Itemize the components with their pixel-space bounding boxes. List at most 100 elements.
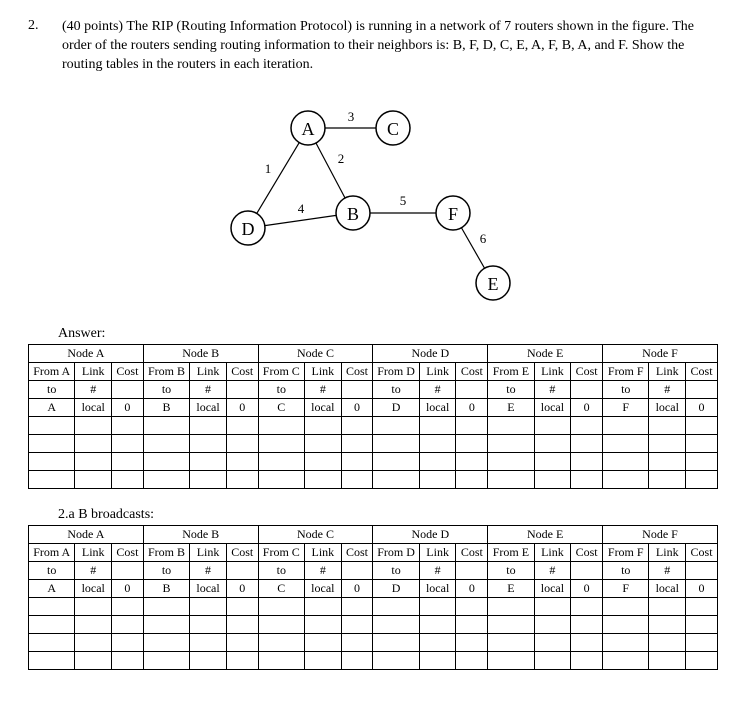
routing-table-1: Node ANode BNode CNode DNode ENode FFrom…	[28, 525, 718, 670]
table-cell: C	[258, 398, 304, 416]
col-header-link: Link	[419, 362, 456, 380]
table-cell	[143, 615, 189, 633]
col-header-from: From F	[603, 543, 649, 561]
table-cell	[373, 452, 419, 470]
network-diagram: 123456ACBDFE	[28, 93, 718, 308]
table-cell	[373, 615, 419, 633]
table-cell	[603, 633, 649, 651]
router-label-C: C	[387, 119, 399, 139]
table-cell	[571, 597, 603, 615]
table-cell	[686, 452, 718, 470]
table-cell	[112, 452, 144, 470]
table-cell	[571, 470, 603, 488]
col-header-cost: Cost	[686, 543, 718, 561]
table-row	[29, 434, 718, 452]
table-row	[29, 452, 718, 470]
question-block: 2. (40 points) The RIP (Routing Informat…	[28, 18, 718, 75]
table-cell	[373, 651, 419, 669]
table-cell	[456, 434, 488, 452]
table-cell	[75, 651, 112, 669]
table-cell: 0	[571, 579, 603, 597]
table-cell	[341, 651, 373, 669]
table-cell	[419, 615, 456, 633]
subhead-empty	[571, 561, 603, 579]
table-cell	[143, 633, 189, 651]
table-cell	[456, 615, 488, 633]
question-body: The RIP (Routing Information Protocol) i…	[62, 19, 694, 72]
table-cell: 0	[456, 579, 488, 597]
table-cell	[258, 633, 304, 651]
col-header-link: Link	[649, 543, 686, 561]
table-cell	[649, 470, 686, 488]
router-label-A: A	[302, 119, 315, 139]
table-cell	[603, 452, 649, 470]
table-row	[29, 470, 718, 488]
node-header: Node C	[258, 344, 373, 362]
node-header: Node E	[488, 344, 603, 362]
col-header-link: Link	[419, 543, 456, 561]
subhead-empty	[456, 380, 488, 398]
subhead-hash: #	[534, 380, 571, 398]
table-cell	[341, 615, 373, 633]
table-cell	[571, 615, 603, 633]
table-cell: A	[29, 398, 75, 416]
subhead-empty	[112, 561, 144, 579]
table-cell	[29, 434, 75, 452]
col-header-from: From E	[488, 543, 534, 561]
table-cell	[75, 452, 112, 470]
col-header-link: Link	[534, 362, 571, 380]
table-cell	[305, 615, 342, 633]
table-cell	[143, 651, 189, 669]
table-cell	[488, 651, 534, 669]
col-header-cost: Cost	[112, 543, 144, 561]
routing-tables: Node ANode BNode CNode DNode ENode FFrom…	[28, 344, 718, 670]
table-cell: 0	[686, 579, 718, 597]
table-cell	[456, 452, 488, 470]
table-cell	[190, 615, 227, 633]
table-cell: local	[305, 398, 342, 416]
table-cell	[456, 651, 488, 669]
subhead-empty	[686, 380, 718, 398]
router-label-F: F	[448, 204, 458, 224]
table-cell	[226, 597, 258, 615]
subhead-to: to	[258, 561, 304, 579]
table-cell	[419, 416, 456, 434]
col-header-link: Link	[190, 362, 227, 380]
table-cell	[534, 434, 571, 452]
table-cell: 0	[456, 398, 488, 416]
table-cell	[190, 597, 227, 615]
table-row	[29, 615, 718, 633]
router-label-E: E	[488, 274, 499, 294]
subhead-empty	[226, 380, 258, 398]
subhead-to: to	[143, 380, 189, 398]
table-row	[29, 416, 718, 434]
col-header-cost: Cost	[456, 543, 488, 561]
table-cell: B	[143, 398, 189, 416]
table-cell	[258, 597, 304, 615]
node-header: Node D	[373, 344, 488, 362]
table-cell	[603, 615, 649, 633]
table-row	[29, 633, 718, 651]
table-cell	[571, 633, 603, 651]
edge-A-D	[257, 142, 300, 213]
col-header-from: From D	[373, 362, 419, 380]
table-cell: local	[75, 579, 112, 597]
table-cell	[686, 597, 718, 615]
table-cell	[419, 452, 456, 470]
subhead-to: to	[603, 380, 649, 398]
table-cell: 0	[341, 579, 373, 597]
subhead-empty	[571, 380, 603, 398]
table-cell: F	[603, 579, 649, 597]
col-header-from: From C	[258, 543, 304, 561]
node-header: Node B	[143, 344, 258, 362]
table-cell: E	[488, 398, 534, 416]
table-cell	[534, 633, 571, 651]
table-cell	[190, 651, 227, 669]
table-cell	[112, 434, 144, 452]
subhead-hash: #	[419, 561, 456, 579]
subhead-to: to	[488, 561, 534, 579]
table-cell	[603, 470, 649, 488]
col-header-from: From B	[143, 362, 189, 380]
table-cell	[373, 633, 419, 651]
table-row	[29, 651, 718, 669]
